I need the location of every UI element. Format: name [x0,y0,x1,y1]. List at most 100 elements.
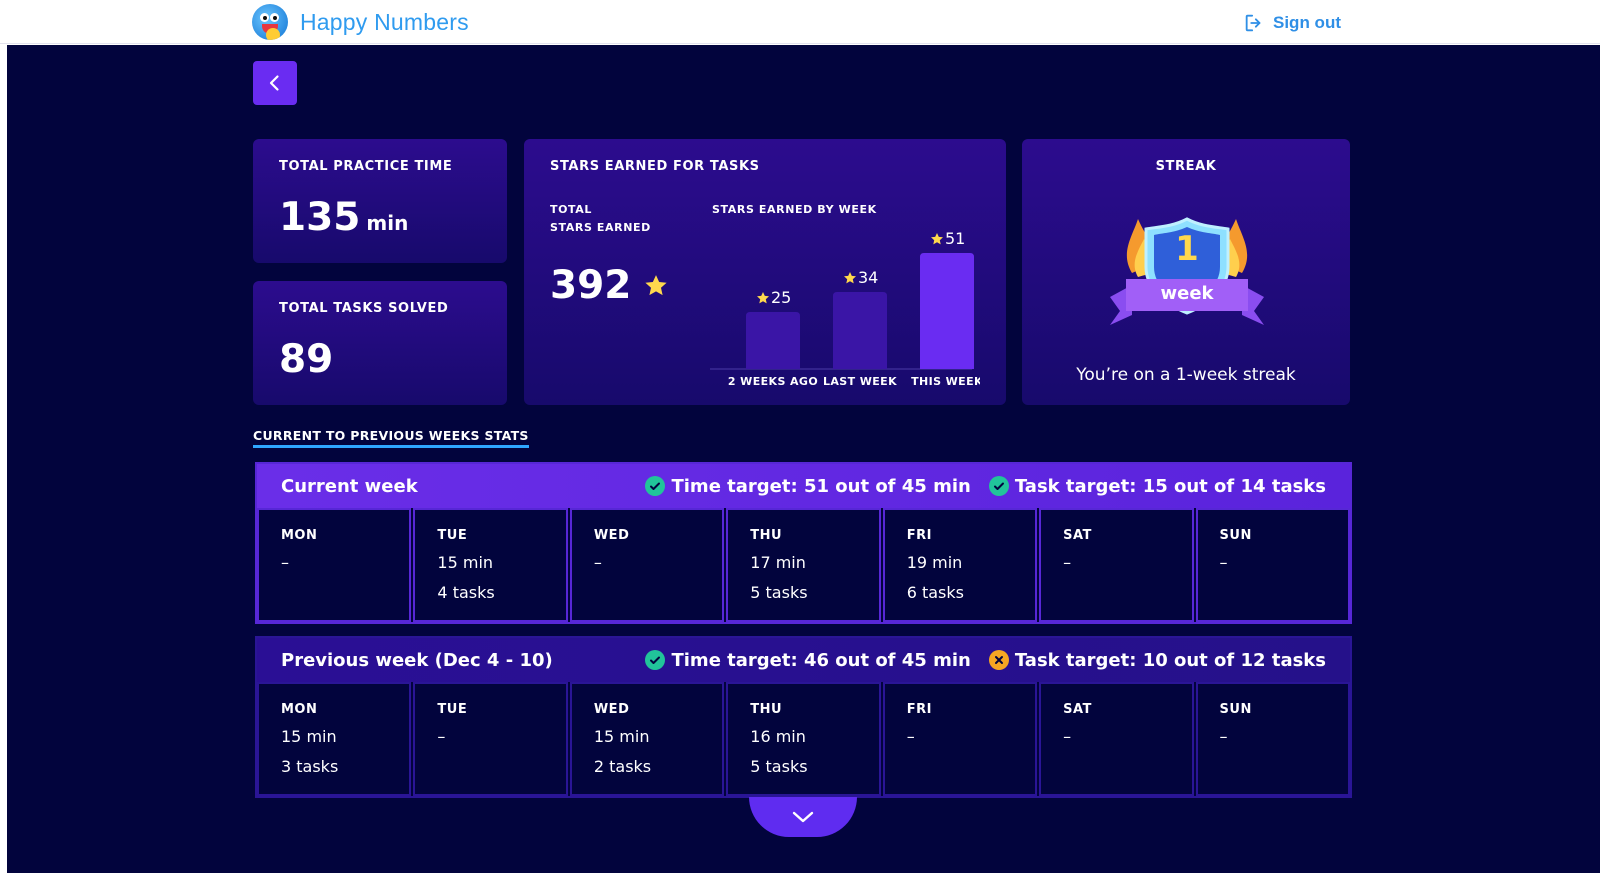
day-cell: SAT – [1039,508,1194,622]
day-name: FRI [906,528,932,543]
practice-time-label: TOTAL PRACTICE TIME [279,159,453,174]
previous-week-days: MON 15 min 3 tasks TUE – WED 15 min 2 tasks T… [257,682,1350,796]
current-week-days: MON – TUE 15 min 4 tasks WED – THU 17 min 5 ta… [257,508,1350,622]
previous-week-header: Previous week (Dec 4 - 10) Time target: … [257,638,1350,682]
current-week-title: Current week [281,475,418,497]
day-time: – [437,727,446,746]
chevron-down-icon [792,811,814,823]
chart-bar [746,312,800,369]
stars-card: STARS EARNED FOR TASKS TOTAL STARS EARNE… [524,139,1006,405]
day-cell: SAT – [1039,682,1194,796]
day-time: – [1219,727,1228,746]
day-time: 15 min [593,727,650,746]
expand-button[interactable] [749,797,857,837]
weeks-stats-link[interactable]: CURRENT TO PREVIOUS WEEKS STATS [253,429,529,448]
previous-week-task-target: Task target: 10 out of 12 tasks [988,649,1326,671]
sign-out-button[interactable]: Sign out [1243,10,1341,36]
previous-week-time-target-text: Time target: 46 out of 45 min [671,649,971,671]
day-time: 19 min [906,553,963,572]
day-name: SAT [1063,528,1092,543]
streak-badge-icon [1110,217,1264,325]
star-icon [645,274,668,295]
previous-week-panel: Previous week (Dec 4 - 10) Time target: … [255,636,1352,798]
day-cell: MON – [257,508,412,622]
day-cell: WED – [569,508,725,622]
day-tasks: 3 tasks [281,757,339,776]
main-content: TOTAL PRACTICE TIME 135 min TOTAL TASKS … [7,45,1600,873]
day-name: SUN [1219,702,1252,717]
logo[interactable]: Happy Numbers [252,4,469,40]
streak-card: STREAK 1 week You’re on a 1-week streak [1022,139,1350,405]
chart-category-label: LAST WEEK [823,375,897,388]
day-cell: SUN – [1195,682,1350,796]
chart-bar [833,292,887,369]
day-tasks: 6 tasks [906,583,964,602]
current-week-panel: Current week Time target: 51 out of 45 m… [255,462,1352,624]
day-time: 15 min [281,727,337,746]
check-icon [988,476,1009,496]
day-name: SUN [1219,528,1252,543]
check-icon [645,476,666,496]
sign-out-icon [1245,14,1261,32]
day-time: – [1219,553,1228,572]
sign-out-label: Sign out [1273,13,1341,32]
streak-message: You’re on a 1-week streak [1076,365,1296,385]
day-name: FRI [906,702,932,717]
day-name: TUE [437,528,468,543]
chart-value-text: 25 [771,288,791,307]
practice-time-value: 135 [279,195,361,240]
day-name: TUE [437,702,468,717]
streak-badge: 1 week [1102,213,1272,333]
day-time: 16 min [750,727,806,746]
day-name: WED [593,528,630,543]
day-cell: WED 15 min 2 tasks [569,682,725,796]
total-stars-value: 392 [550,263,632,308]
chart-value-label: 51 [931,229,965,248]
day-time: – [1063,553,1072,572]
total-stars-label-line2: STARS EARNED [550,221,651,234]
tasks-solved-value: 89 [279,337,334,382]
check-icon [645,650,666,670]
current-week-time-target-text: Time target: 51 out of 45 min [671,475,971,497]
day-time: – [1063,727,1072,746]
cross-icon [988,650,1009,670]
day-name: THU [750,702,783,717]
day-cell: SUN – [1195,508,1350,622]
practice-time-card: TOTAL PRACTICE TIME 135 min [253,139,507,263]
day-cell: TUE – [413,682,568,796]
day-name: MON [281,528,318,543]
tasks-solved-label: TOTAL TASKS SOLVED [279,301,449,316]
current-week-task-target: Task target: 15 out of 14 tasks [988,476,1326,497]
day-cell: TUE 15 min 4 tasks [413,508,568,622]
day-name: MON [281,702,318,717]
day-cell: FRI – [882,682,1038,796]
current-week-header: Current week Time target: 51 out of 45 m… [257,464,1350,508]
day-cell: THU 16 min 5 tasks [726,682,881,796]
day-tasks: 2 tasks [593,757,652,776]
day-name: THU [750,528,783,543]
star-icon [931,233,943,245]
day-time: – [593,553,602,572]
streak-badge-text: week [1160,283,1214,304]
back-button[interactable] [253,61,297,105]
previous-week-title: Previous week (Dec 4 - 10) [281,649,553,671]
total-stars-label-line1: TOTAL [550,203,593,216]
day-tasks: 5 tasks [750,757,808,776]
previous-week-task-target-text: Task target: 10 out of 12 tasks [1014,649,1326,671]
star-icon [844,272,856,284]
chart-value-label: 34 [844,268,878,287]
day-time: 17 min [750,553,806,572]
day-time: 15 min [437,553,494,572]
day-time: – [281,553,289,572]
day-tasks: 5 tasks [750,583,808,602]
chart-category-label: 2 WEEKS AGO [728,375,818,388]
day-cell: THU 17 min 5 tasks [726,508,881,622]
chart-value-text: 51 [945,229,965,248]
practice-time-unit: min [366,211,409,235]
logo-mascot-icon [252,4,288,40]
previous-week-time-target: Time target: 46 out of 45 min [645,649,971,671]
day-cell: MON 15 min 3 tasks [257,682,412,796]
stars-card-label: STARS EARNED FOR TASKS [550,159,760,174]
chart-value-label: 25 [757,288,791,307]
day-cell: FRI 19 min 6 tasks [882,508,1038,622]
